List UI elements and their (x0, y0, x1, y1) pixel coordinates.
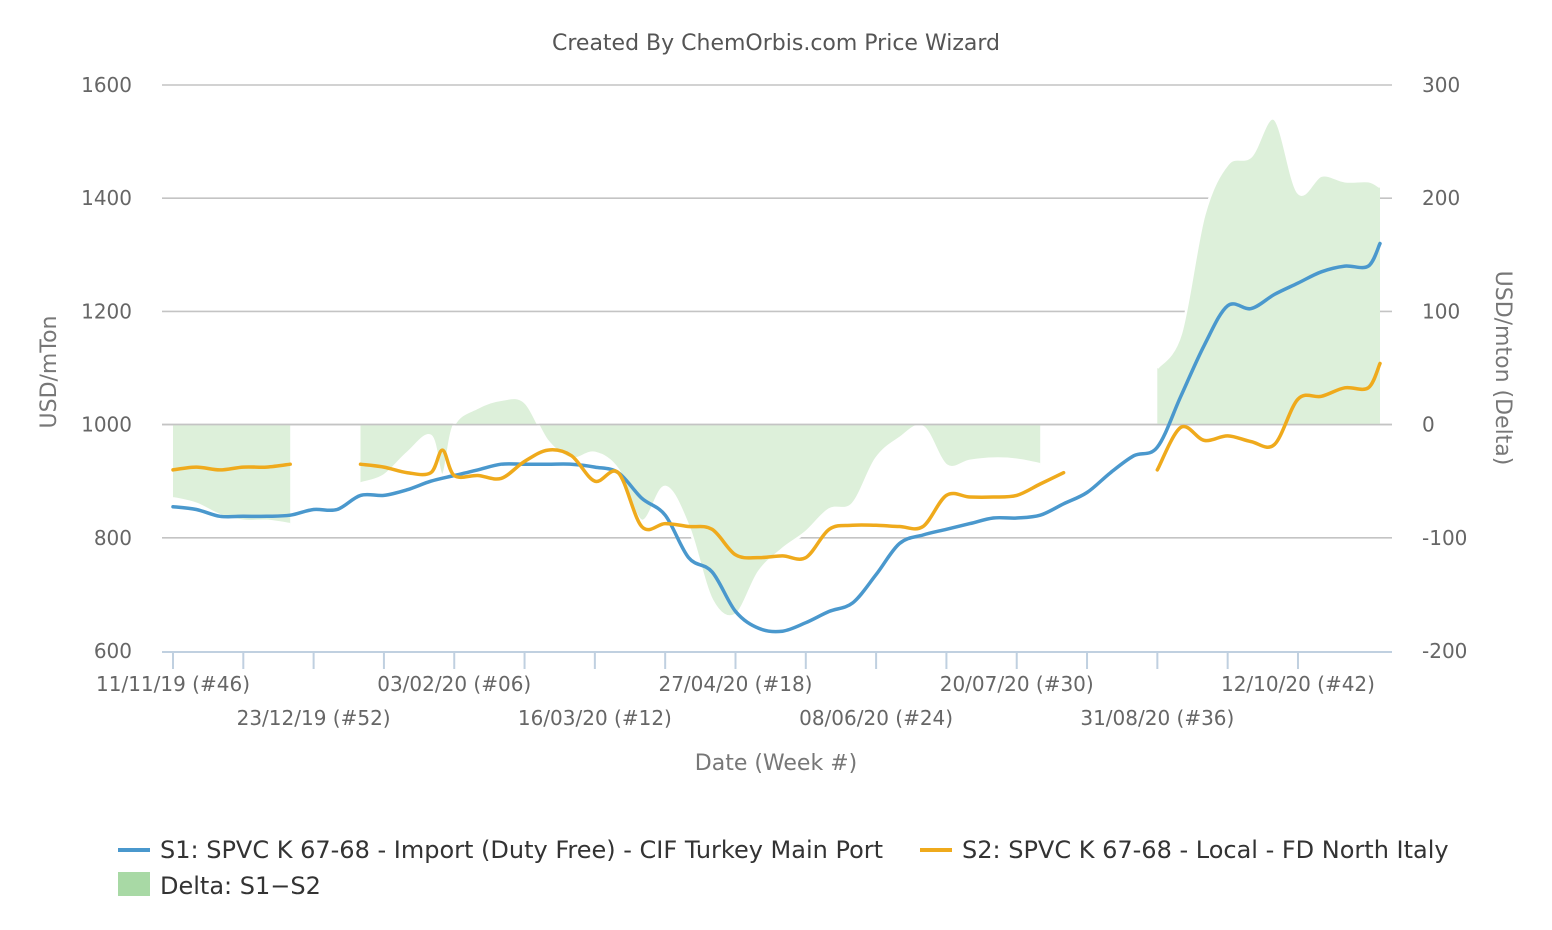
legend-label-delta: Delta: S1−S2 (160, 872, 321, 900)
y-axis-right-label: USD/mton (Delta) (1490, 271, 1515, 466)
y-right-tick-label: 300 (1422, 73, 1460, 97)
series-line-s2 (171, 462, 292, 472)
x-tick-label: 03/02/20 (#06) (377, 672, 531, 696)
series-line-s2 (1155, 361, 1382, 472)
y-right-tick-label: -100 (1422, 526, 1467, 550)
x-tick-label: 23/12/19 (#52) (237, 706, 391, 730)
x-tick-label: 08/06/20 (#24) (799, 706, 953, 730)
delta-area-layer (162, 117, 1392, 618)
right-y-axis: -200 -100 0 100 200 300 (1422, 73, 1467, 663)
legend-item-s2[interactable]: S2: SPVC K 67-68 - Local - FD North Ital… (920, 836, 1449, 864)
y-left-tick-label: 800 (94, 526, 132, 550)
chart-title: Created By ChemOrbis.com Price Wizard (552, 31, 1000, 56)
legend-swatch-delta (118, 872, 150, 896)
x-tick-label: 16/03/20 (#12) (518, 706, 672, 730)
delta-boundary (172, 496, 291, 526)
delta-area (173, 424, 291, 525)
y-left-tick-label: 1200 (81, 299, 132, 323)
y-right-tick-label: 100 (1422, 299, 1460, 323)
y-left-tick-label: 1000 (81, 413, 132, 437)
y-right-tick-label: 200 (1422, 186, 1460, 210)
series-line-s2 (358, 448, 1066, 561)
series-line-s1 (171, 241, 1382, 634)
legend-label-s2: S2: SPVC K 67-68 - Local - FD North Ital… (962, 836, 1449, 864)
legend: S1: SPVC K 67-68 - Import (Duty Free) - … (118, 836, 1449, 900)
x-tick-label: 27/04/20 (#18) (658, 672, 812, 696)
delta-area (360, 397, 1041, 617)
y-right-tick-label: -200 (1422, 639, 1467, 663)
delta-area (1157, 118, 1380, 425)
y-left-tick-label: 1600 (81, 73, 132, 97)
x-axis-label: Date (Week #) (695, 751, 857, 776)
y-left-tick-label: 1400 (81, 186, 132, 210)
x-axis: 11/11/19 (#46) 23/12/19 (#52) 03/02/20 (#0… (96, 651, 1392, 730)
x-tick-label: 12/10/20 (#42) (1221, 672, 1375, 696)
y-axis-left-label: USD/mTon (37, 316, 62, 429)
y-left-tick-label: 600 (94, 639, 132, 663)
left-y-axis: 600 800 1000 1200 1400 1600 (81, 73, 132, 663)
legend-label-s1: S1: SPVC K 67-68 - Import (Duty Free) - … (160, 836, 883, 864)
x-tick-label: 11/11/19 (#46) (96, 672, 250, 696)
x-tick-label: 31/08/20 (#36) (1080, 706, 1234, 730)
delta-boundary (1156, 117, 1381, 369)
x-tick-label: 20/07/20 (#30) (940, 672, 1094, 696)
y-right-tick-label: 0 (1422, 413, 1435, 437)
legend-item-s1[interactable]: S1: SPVC K 67-68 - Import (Duty Free) - … (118, 836, 883, 864)
series-lines-layer (171, 241, 1382, 634)
legend-item-delta[interactable]: Delta: S1−S2 (118, 872, 321, 900)
